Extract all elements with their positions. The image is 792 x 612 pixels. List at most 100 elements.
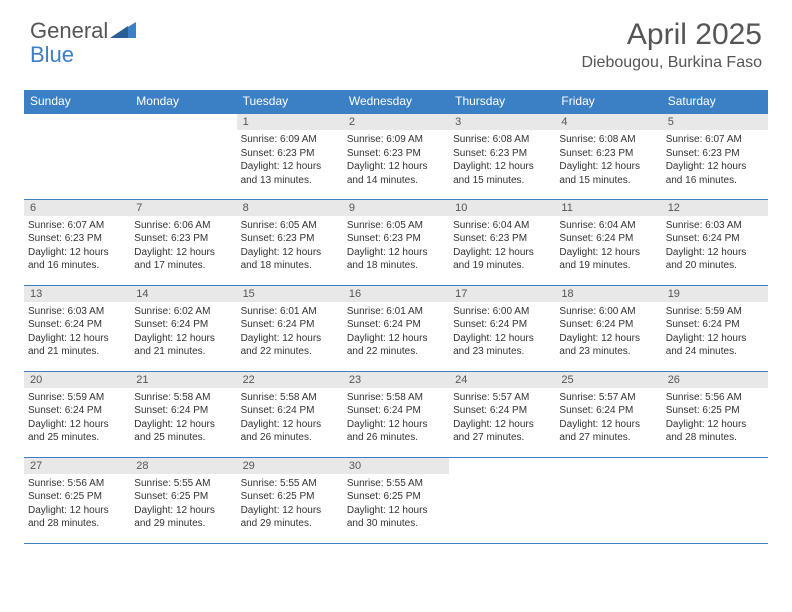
- day-number: 8: [237, 200, 343, 216]
- day-body: Sunrise: 6:07 AMSunset: 6:23 PMDaylight:…: [662, 130, 768, 190]
- calendar-table: SundayMondayTuesdayWednesdayThursdayFrid…: [24, 90, 768, 544]
- calendar-cell: 6Sunrise: 6:07 AMSunset: 6:23 PMDaylight…: [24, 199, 130, 285]
- day-number: 17: [449, 286, 555, 302]
- day-body: Sunrise: 6:02 AMSunset: 6:24 PMDaylight:…: [130, 302, 236, 362]
- calendar-cell: 2Sunrise: 6:09 AMSunset: 6:23 PMDaylight…: [343, 113, 449, 199]
- day-body: Sunrise: 5:56 AMSunset: 6:25 PMDaylight:…: [24, 474, 130, 534]
- weekday-header: Monday: [130, 90, 236, 113]
- calendar-cell: 20Sunrise: 5:59 AMSunset: 6:24 PMDayligh…: [24, 371, 130, 457]
- calendar-cell: ..: [130, 113, 236, 199]
- day-number: 9: [343, 200, 449, 216]
- calendar-cell: 3Sunrise: 6:08 AMSunset: 6:23 PMDaylight…: [449, 113, 555, 199]
- day-number: 2: [343, 114, 449, 130]
- day-number: 10: [449, 200, 555, 216]
- day-body: Sunrise: 5:55 AMSunset: 6:25 PMDaylight:…: [130, 474, 236, 534]
- calendar-cell: 16Sunrise: 6:01 AMSunset: 6:24 PMDayligh…: [343, 285, 449, 371]
- day-body: Sunrise: 6:00 AMSunset: 6:24 PMDaylight:…: [449, 302, 555, 362]
- day-number: 1: [237, 114, 343, 130]
- calendar-body: ....1Sunrise: 6:09 AMSunset: 6:23 PMDayl…: [24, 113, 768, 543]
- logo: General: [30, 18, 138, 44]
- calendar-cell: 15Sunrise: 6:01 AMSunset: 6:24 PMDayligh…: [237, 285, 343, 371]
- day-number: 28: [130, 458, 236, 474]
- day-body: Sunrise: 6:07 AMSunset: 6:23 PMDaylight:…: [24, 216, 130, 276]
- title-block: April 2025 Diebougou, Burkina Faso: [581, 18, 762, 72]
- calendar-week-row: 13Sunrise: 6:03 AMSunset: 6:24 PMDayligh…: [24, 285, 768, 371]
- logo-word2: Blue: [30, 42, 74, 67]
- calendar-cell: ..: [662, 457, 768, 543]
- day-number: 19: [662, 286, 768, 302]
- day-body: Sunrise: 6:05 AMSunset: 6:23 PMDaylight:…: [343, 216, 449, 276]
- day-body: Sunrise: 6:00 AMSunset: 6:24 PMDaylight:…: [555, 302, 661, 362]
- day-number: 27: [24, 458, 130, 474]
- day-number: 7: [130, 200, 236, 216]
- calendar-cell: ..: [24, 113, 130, 199]
- day-body: Sunrise: 5:58 AMSunset: 6:24 PMDaylight:…: [237, 388, 343, 448]
- day-number: 22: [237, 372, 343, 388]
- calendar-cell: 25Sunrise: 5:57 AMSunset: 6:24 PMDayligh…: [555, 371, 661, 457]
- weekday-header: Tuesday: [237, 90, 343, 113]
- weekday-row: SundayMondayTuesdayWednesdayThursdayFrid…: [24, 90, 768, 113]
- calendar-cell: 13Sunrise: 6:03 AMSunset: 6:24 PMDayligh…: [24, 285, 130, 371]
- weekday-header: Saturday: [662, 90, 768, 113]
- logo-triangle-icon: [110, 20, 136, 43]
- calendar-cell: 26Sunrise: 5:56 AMSunset: 6:25 PMDayligh…: [662, 371, 768, 457]
- calendar-cell: 4Sunrise: 6:08 AMSunset: 6:23 PMDaylight…: [555, 113, 661, 199]
- calendar-week-row: ....1Sunrise: 6:09 AMSunset: 6:23 PMDayl…: [24, 113, 768, 199]
- day-body: Sunrise: 6:04 AMSunset: 6:24 PMDaylight:…: [555, 216, 661, 276]
- calendar-week-row: 6Sunrise: 6:07 AMSunset: 6:23 PMDaylight…: [24, 199, 768, 285]
- day-body: Sunrise: 6:09 AMSunset: 6:23 PMDaylight:…: [237, 130, 343, 190]
- day-number: 6: [24, 200, 130, 216]
- day-body: Sunrise: 6:04 AMSunset: 6:23 PMDaylight:…: [449, 216, 555, 276]
- calendar-cell: ..: [449, 457, 555, 543]
- calendar-week-row: 20Sunrise: 5:59 AMSunset: 6:24 PMDayligh…: [24, 371, 768, 457]
- day-body: Sunrise: 5:59 AMSunset: 6:24 PMDaylight:…: [24, 388, 130, 448]
- calendar-cell: 21Sunrise: 5:58 AMSunset: 6:24 PMDayligh…: [130, 371, 236, 457]
- day-body: Sunrise: 6:09 AMSunset: 6:23 PMDaylight:…: [343, 130, 449, 190]
- calendar-cell: 28Sunrise: 5:55 AMSunset: 6:25 PMDayligh…: [130, 457, 236, 543]
- day-number: 29: [237, 458, 343, 474]
- day-body: Sunrise: 5:59 AMSunset: 6:24 PMDaylight:…: [662, 302, 768, 362]
- day-number: 21: [130, 372, 236, 388]
- logo-word2-wrap: Blue: [30, 42, 74, 68]
- day-body: Sunrise: 5:56 AMSunset: 6:25 PMDaylight:…: [662, 388, 768, 448]
- day-body: Sunrise: 6:05 AMSunset: 6:23 PMDaylight:…: [237, 216, 343, 276]
- calendar-cell: 8Sunrise: 6:05 AMSunset: 6:23 PMDaylight…: [237, 199, 343, 285]
- day-number: 16: [343, 286, 449, 302]
- day-body: Sunrise: 5:58 AMSunset: 6:24 PMDaylight:…: [343, 388, 449, 448]
- day-number: 15: [237, 286, 343, 302]
- calendar-cell: 19Sunrise: 5:59 AMSunset: 6:24 PMDayligh…: [662, 285, 768, 371]
- day-number: 11: [555, 200, 661, 216]
- calendar-cell: 12Sunrise: 6:03 AMSunset: 6:24 PMDayligh…: [662, 199, 768, 285]
- day-number: 4: [555, 114, 661, 130]
- calendar-cell: 5Sunrise: 6:07 AMSunset: 6:23 PMDaylight…: [662, 113, 768, 199]
- day-body: Sunrise: 5:57 AMSunset: 6:24 PMDaylight:…: [449, 388, 555, 448]
- day-body: Sunrise: 6:08 AMSunset: 6:23 PMDaylight:…: [449, 130, 555, 190]
- day-number: 25: [555, 372, 661, 388]
- day-body: Sunrise: 6:01 AMSunset: 6:24 PMDaylight:…: [237, 302, 343, 362]
- day-body: Sunrise: 5:55 AMSunset: 6:25 PMDaylight:…: [343, 474, 449, 534]
- page-title: April 2025: [581, 18, 762, 52]
- calendar-cell: 10Sunrise: 6:04 AMSunset: 6:23 PMDayligh…: [449, 199, 555, 285]
- calendar-cell: 17Sunrise: 6:00 AMSunset: 6:24 PMDayligh…: [449, 285, 555, 371]
- calendar-cell: 22Sunrise: 5:58 AMSunset: 6:24 PMDayligh…: [237, 371, 343, 457]
- calendar-cell: 11Sunrise: 6:04 AMSunset: 6:24 PMDayligh…: [555, 199, 661, 285]
- calendar-cell: 24Sunrise: 5:57 AMSunset: 6:24 PMDayligh…: [449, 371, 555, 457]
- calendar-cell: 30Sunrise: 5:55 AMSunset: 6:25 PMDayligh…: [343, 457, 449, 543]
- day-body: Sunrise: 6:03 AMSunset: 6:24 PMDaylight:…: [662, 216, 768, 276]
- calendar-cell: 23Sunrise: 5:58 AMSunset: 6:24 PMDayligh…: [343, 371, 449, 457]
- day-number: 12: [662, 200, 768, 216]
- day-body: Sunrise: 6:03 AMSunset: 6:24 PMDaylight:…: [24, 302, 130, 362]
- day-body: Sunrise: 5:55 AMSunset: 6:25 PMDaylight:…: [237, 474, 343, 534]
- day-body: Sunrise: 6:01 AMSunset: 6:24 PMDaylight:…: [343, 302, 449, 362]
- calendar-cell: 9Sunrise: 6:05 AMSunset: 6:23 PMDaylight…: [343, 199, 449, 285]
- calendar-week-row: 27Sunrise: 5:56 AMSunset: 6:25 PMDayligh…: [24, 457, 768, 543]
- day-number: 5: [662, 114, 768, 130]
- day-number: 3: [449, 114, 555, 130]
- calendar-head: SundayMondayTuesdayWednesdayThursdayFrid…: [24, 90, 768, 113]
- day-number: 18: [555, 286, 661, 302]
- calendar-cell: 18Sunrise: 6:00 AMSunset: 6:24 PMDayligh…: [555, 285, 661, 371]
- weekday-header: Wednesday: [343, 90, 449, 113]
- weekday-header: Sunday: [24, 90, 130, 113]
- day-body: Sunrise: 5:58 AMSunset: 6:24 PMDaylight:…: [130, 388, 236, 448]
- day-number: 13: [24, 286, 130, 302]
